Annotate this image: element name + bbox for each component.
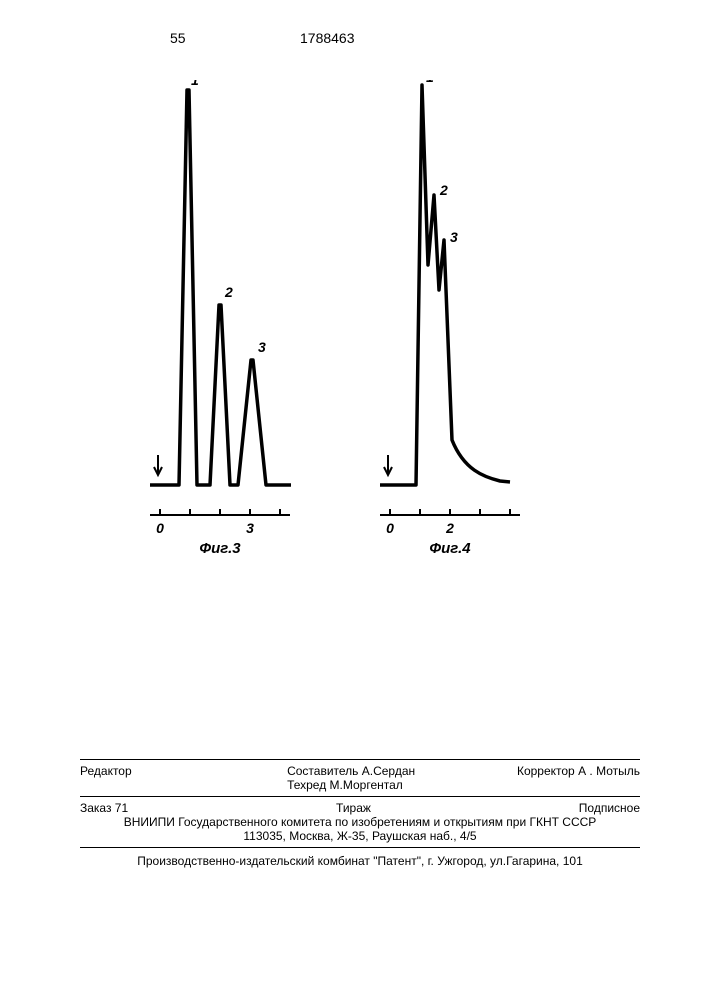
figures-container: 1 2 3 0 3 Фиг.3 1 2 3 0 2 Фиг.4 xyxy=(120,80,580,600)
tech-editor: Техред М.Моргентал xyxy=(287,778,493,792)
rule-top xyxy=(80,759,640,760)
svg-text:2: 2 xyxy=(224,284,233,300)
svg-text:0: 0 xyxy=(386,520,394,536)
chromatogram-svg: 1 2 3 0 3 Фиг.3 1 2 3 0 2 Фиг.4 xyxy=(120,80,580,600)
corrector: Корректор А . Мотыль xyxy=(493,764,640,792)
svg-text:Фиг.3: Фиг.3 xyxy=(199,540,241,557)
order-number: Заказ 71 xyxy=(80,801,128,815)
subscription: Подписное xyxy=(579,801,640,815)
svg-text:2: 2 xyxy=(439,182,448,198)
page-root: 55 1788463 1 2 3 0 3 Фиг.3 1 2 3 0 2 Фиг.4 Редактор… xyxy=(0,0,707,1000)
svg-text:0: 0 xyxy=(156,520,164,536)
compiler: Составитель А.Сердан xyxy=(287,764,493,778)
page-number: 55 xyxy=(170,30,186,46)
svg-text:3: 3 xyxy=(258,339,266,355)
svg-text:Фиг.4: Фиг.4 xyxy=(429,540,471,557)
svg-text:3: 3 xyxy=(450,229,458,245)
producer: Производственно-издательский комбинат "П… xyxy=(80,854,640,868)
credits-row: Редактор Составитель А.Сердан Техред М.М… xyxy=(80,764,640,792)
institute-address: 113035, Москва, Ж-35, Раушская наб., 4/5 xyxy=(80,829,640,843)
svg-text:1: 1 xyxy=(191,80,199,88)
footer-block: Редактор Составитель А.Сердан Техред М.М… xyxy=(80,755,640,868)
institute: ВНИИПИ Государственного комитета по изоб… xyxy=(80,815,640,829)
order-line: Заказ 71 Тираж Подписное xyxy=(80,801,640,815)
svg-text:1: 1 xyxy=(426,80,434,85)
rule-mid1 xyxy=(80,796,640,797)
svg-text:2: 2 xyxy=(445,520,454,536)
document-number: 1788463 xyxy=(300,30,355,46)
svg-text:3: 3 xyxy=(246,520,254,536)
credits-mid: Составитель А.Сердан Техред М.Моргентал xyxy=(227,764,493,792)
editor-label: Редактор xyxy=(80,764,227,792)
print-run: Тираж xyxy=(336,801,371,815)
rule-mid2 xyxy=(80,847,640,848)
